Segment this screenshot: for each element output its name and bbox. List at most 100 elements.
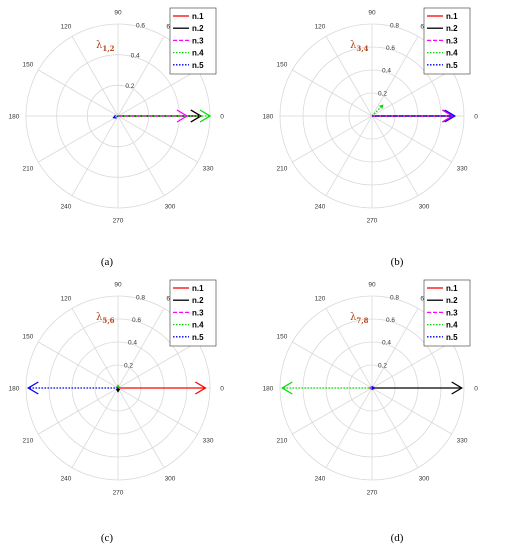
theta-tick-label: 300	[419, 204, 430, 211]
grid-spoke	[371, 115, 419, 196]
theta-tick-label: 210	[23, 166, 34, 173]
legend-label: n.4	[446, 321, 458, 330]
grid	[25, 23, 211, 209]
legend: n.1 n.2 n.3 n.4 n.5	[423, 279, 471, 347]
theta-tick-label: 150	[23, 62, 34, 69]
polar-chart-a: 03060901201501802102402703003300.20.40.6…	[9, 7, 224, 225]
theta-tick-label: 210	[277, 166, 288, 173]
grid-spoke	[38, 341, 119, 389]
vector-arrowhead	[451, 381, 463, 395]
r-tick-label: 0.2	[125, 83, 134, 90]
r-tick-label: 0.8	[136, 294, 145, 301]
theta-tick-label: 180	[9, 114, 20, 121]
r-tick-label: 0.6	[386, 317, 395, 324]
grid-spoke	[371, 308, 419, 389]
grid-spoke	[117, 36, 165, 117]
theta-tick-label: 180	[9, 386, 20, 393]
grid-spoke	[371, 69, 452, 117]
grid-spoke	[71, 308, 119, 389]
lambda-label: λ5,6	[96, 312, 115, 325]
vector-n5	[112, 114, 119, 119]
grid-spoke	[71, 387, 119, 468]
panel-b: 03060901201501802102402703003300.20.40.6…	[262, 6, 507, 276]
theta-tick-label: 300	[165, 204, 176, 211]
grid-spoke	[38, 69, 119, 117]
r-tick-label: 0.8	[390, 294, 399, 301]
grid-spoke	[371, 36, 419, 117]
theta-tick-label: 0	[474, 386, 478, 393]
theta-tick-label: 120	[315, 23, 326, 30]
grid-spoke	[292, 387, 373, 435]
caption-c: (c)	[100, 532, 114, 544]
legend-label: n.4	[446, 49, 458, 58]
theta-tick-label: 330	[457, 438, 468, 445]
vector-arrowhead	[371, 385, 376, 391]
vector-arrowhead	[115, 388, 121, 393]
legend-box	[169, 279, 217, 347]
theta-tick-label: 150	[277, 334, 288, 341]
theta-tick-label: 330	[457, 166, 468, 173]
legend-label: n.3	[192, 36, 204, 45]
theta-tick-label: 150	[23, 334, 34, 341]
legend: n.1 n.2 n.3 n.4 n.5	[423, 7, 471, 75]
legend-label: n.2	[192, 24, 204, 33]
vector-n4	[281, 381, 372, 395]
grid-spoke	[117, 115, 165, 196]
theta-tick-label: 330	[203, 166, 214, 173]
legend: n.1 n.2 n.3 n.4 n.5	[169, 279, 217, 347]
theta-tick-label: 330	[203, 438, 214, 445]
theta-tick-label: 300	[165, 476, 176, 483]
legend-label: n.3	[446, 36, 458, 45]
grid-spoke	[292, 341, 373, 389]
grid-spoke	[325, 115, 373, 196]
panel-a: 03060901201501802102402703003300.20.40.6…	[8, 6, 253, 276]
vector-arrowhead	[444, 109, 457, 123]
legend-label: n.3	[192, 308, 204, 317]
legend-box	[423, 279, 471, 347]
legend-label: n.3	[446, 308, 458, 317]
r-tick-label: 0.6	[132, 317, 141, 324]
panel-d: 03060901201501802102402703003300.20.40.6…	[262, 278, 507, 548]
legend-label: n.1	[192, 284, 204, 293]
vector-arrowhead	[112, 114, 117, 119]
vector-arrowhead	[199, 109, 212, 123]
vector-arrowhead	[442, 109, 454, 123]
polar-chart-c: 03060901201501802102402703003300.20.40.6…	[9, 279, 224, 497]
r-tick-label: 0.2	[378, 90, 387, 97]
legend-label: n.4	[192, 321, 204, 330]
grid-spoke	[325, 387, 373, 468]
r-tick-label: 0.2	[378, 362, 387, 369]
grid-spoke	[371, 341, 452, 389]
grid-spoke	[325, 308, 373, 389]
theta-tick-label: 240	[315, 476, 326, 483]
legend-box	[423, 7, 471, 75]
theta-tick-label: 90	[368, 10, 376, 17]
r-tick-label: 0.6	[136, 22, 145, 29]
vector-n4	[371, 104, 384, 117]
r-tick-label: 0.4	[131, 53, 140, 60]
r-tick-label: 0.6	[386, 45, 395, 52]
vector-arrowhead	[281, 381, 293, 395]
grid-spoke	[38, 115, 119, 163]
grid-spoke	[117, 115, 198, 163]
vector-arrowhead	[195, 381, 207, 395]
vector-shaft	[371, 104, 384, 117]
grid-spoke	[117, 308, 165, 389]
theta-tick-label: 0	[220, 114, 224, 121]
r-tick-label: 0.4	[382, 68, 391, 75]
legend-label: n.5	[446, 333, 458, 342]
legend-label: n.1	[192, 12, 204, 21]
vector-n1	[118, 381, 207, 395]
theta-tick-label: 240	[315, 204, 326, 211]
caption-d: (d)	[390, 532, 404, 544]
vector-arrowhead	[368, 385, 373, 391]
vector-n2	[372, 381, 463, 395]
theta-tick-label: 120	[61, 23, 72, 30]
legend-label: n.2	[446, 24, 458, 33]
legend-label: n.2	[446, 296, 458, 305]
grid-spoke	[292, 115, 373, 163]
panel-c: 03060901201501802102402703003300.20.40.6…	[8, 278, 253, 548]
theta-tick-label: 180	[263, 114, 274, 121]
vector-arrowhead	[379, 104, 384, 109]
theta-tick-label: 270	[367, 490, 378, 497]
